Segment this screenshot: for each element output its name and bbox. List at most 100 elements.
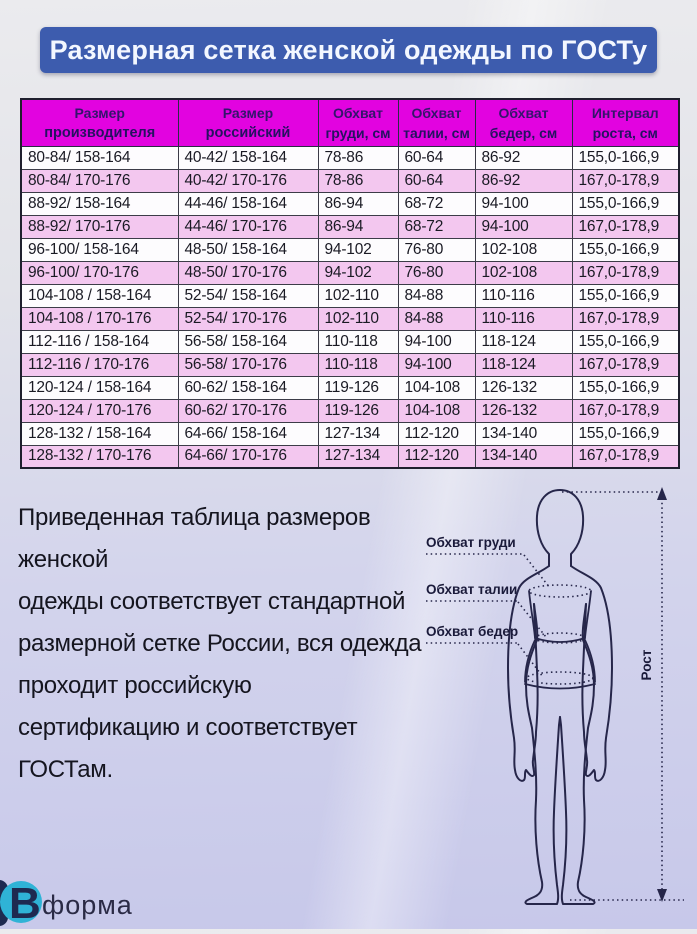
table-cell: 44-46/ 170-176 — [177, 214, 319, 239]
brand-logo: В форма — [0, 876, 230, 929]
table-cell: 155,0-166,9 — [571, 145, 680, 170]
table-cell: 88-92/ 158-164 — [20, 191, 179, 216]
table-cell: 104-108 / 158-164 — [20, 283, 179, 308]
table-cell: 64-66/ 158-164 — [177, 421, 319, 446]
table-cell: 94-100 — [474, 214, 573, 239]
hip-circumference-line — [526, 671, 594, 685]
table-cell: 80-84/ 170-176 — [20, 168, 179, 193]
table-cell: 118-124 — [474, 329, 573, 354]
figure-left-arm — [507, 565, 550, 782]
table-cell: 126-132 — [474, 375, 573, 400]
table-cell: 68-72 — [397, 214, 476, 239]
col-header-manufacturer-size: Размер производителя — [20, 98, 179, 147]
col-header-height-interval: Интервал роста, см — [571, 98, 680, 147]
table-cell: 88-92/ 170-176 — [20, 214, 179, 239]
table-cell: 128-132 / 158-164 — [20, 421, 179, 446]
table-cell: 119-126 — [317, 398, 399, 423]
table-cell: 167,0-178,9 — [571, 444, 680, 469]
table-row: 80-84/ 170-176 40-42/ 170-176 78-86 60-64 86… — [20, 168, 680, 193]
body-measurement-diagram: Обхват груди Обхват талии Обхват бедер Р… — [420, 470, 697, 929]
table-cell: 167,0-178,9 — [571, 214, 680, 239]
table-cell: 112-116 / 170-176 — [20, 352, 179, 377]
size-chart-table: Размер производителя Размер российский О… — [20, 98, 680, 469]
table-cell: 60-62/ 170-176 — [177, 398, 319, 423]
table-cell: 104-108 — [397, 398, 476, 423]
figure-garment-sides — [524, 590, 596, 690]
table-cell: 96-100/ 158-164 — [20, 237, 179, 262]
height-arrow-up — [657, 487, 667, 500]
table-cell: 40-42/ 158-164 — [177, 145, 319, 170]
table-cell: 110-118 — [317, 329, 399, 354]
table-cell: 84-88 — [397, 283, 476, 308]
table-cell: 155,0-166,9 — [571, 375, 680, 400]
title-banner: Размерная сетка женской одежды по ГОСТу — [40, 27, 657, 73]
height-measure-line — [562, 491, 684, 901]
table-row: 96-100/ 170-176 48-50/ 170-176 94-102 76-80… — [20, 260, 680, 285]
table-cell: 94-100 — [397, 329, 476, 354]
table-row: 104-108 / 158-164 52-54/ 158-164 102-110 84… — [20, 283, 680, 308]
table-cell: 127-134 — [317, 421, 399, 446]
table-cell: 48-50/ 170-176 — [177, 260, 319, 285]
figure-right-arm — [570, 565, 613, 782]
table-cell: 86-94 — [317, 191, 399, 216]
height-label: Рост — [639, 649, 654, 680]
table-cell: 76-80 — [397, 237, 476, 262]
waist-label-leader-line — [426, 600, 547, 638]
table-row: 128-132 / 158-164 64-66/ 158-164 127-134 11… — [20, 421, 680, 446]
table-row: 104-108 / 170-176 52-54/ 170-176 102-110 84… — [20, 306, 680, 331]
figure-torso-right-leg — [559, 603, 596, 905]
table-cell: 118-124 — [474, 352, 573, 377]
table-cell: 94-102 — [317, 260, 399, 285]
table-cell: 78-86 — [317, 168, 399, 193]
table-cell: 110-116 — [474, 283, 573, 308]
col-header-waist: Обхват талии, см — [397, 98, 476, 147]
table-row: 80-84/ 158-164 40-42/ 158-164 78-86 60-64 86… — [20, 145, 680, 170]
table-cell: 60-64 — [397, 168, 476, 193]
table-cell: 112-116 / 158-164 — [20, 329, 179, 354]
table-cell: 102-108 — [474, 237, 573, 262]
table-cell: 86-94 — [317, 214, 399, 239]
table-cell: 110-118 — [317, 352, 399, 377]
table-header: Размер производителя Размер российский О… — [20, 98, 680, 147]
table-cell: 84-88 — [397, 306, 476, 331]
table-cell: 128-132 / 170-176 — [20, 444, 179, 469]
waist-label: Обхват талии — [426, 582, 517, 597]
col-header-russian-size: Размер российский — [177, 98, 319, 147]
table-cell: 167,0-178,9 — [571, 260, 680, 285]
table-cell: 56-58/ 158-164 — [177, 329, 319, 354]
table-row: 88-92/ 158-164 44-46/ 158-164 86-94 68-72 94… — [20, 191, 680, 216]
chest-circumference-line — [528, 584, 592, 598]
table-cell: 86-92 — [474, 168, 573, 193]
table-row: 88-92/ 170-176 44-46/ 170-176 86-94 68-72 94… — [20, 214, 680, 239]
table-cell: 110-116 — [474, 306, 573, 331]
table-row: 112-116 / 158-164 56-58/ 158-164 110-118 94… — [20, 329, 680, 354]
table-cell: 104-108 — [397, 375, 476, 400]
table-cell: 94-100 — [397, 352, 476, 377]
table-cell: 78-86 — [317, 145, 399, 170]
table-cell: 96-100/ 170-176 — [20, 260, 179, 285]
chest-label: Обхват груди — [426, 535, 516, 550]
brand-logo-text: форма — [42, 890, 133, 920]
brand-logo-mark-icon: В — [0, 879, 42, 928]
table-cell: 134-140 — [474, 421, 573, 446]
table-cell: 86-92 — [474, 145, 573, 170]
table-cell: 40-42/ 170-176 — [177, 168, 319, 193]
table-cell: 60-62/ 158-164 — [177, 375, 319, 400]
description-text: Приведенная таблица размеров женской оде… — [18, 504, 422, 783]
table-cell: 120-124 / 158-164 — [20, 375, 179, 400]
table-cell: 167,0-178,9 — [571, 168, 680, 193]
table-cell: 60-64 — [397, 145, 476, 170]
table-cell: 155,0-166,9 — [571, 421, 680, 446]
hips-label: Обхват бедер — [426, 624, 518, 639]
table-cell: 134-140 — [474, 444, 573, 469]
table-cell: 155,0-166,9 — [571, 283, 680, 308]
table-row: 120-124 / 158-164 60-62/ 158-164 119-126 10… — [20, 375, 680, 400]
table-row: 96-100/ 158-164 48-50/ 158-164 94-102 76-80… — [20, 237, 680, 262]
hips-label-leader-line — [426, 642, 544, 678]
table-cell: 155,0-166,9 — [571, 191, 680, 216]
table-row: 112-116 / 170-176 56-58/ 170-176 110-118 94… — [20, 352, 680, 377]
table-cell: 104-108 / 170-176 — [20, 306, 179, 331]
table-cell: 167,0-178,9 — [571, 352, 680, 377]
table-cell: 167,0-178,9 — [571, 398, 680, 423]
figure-head — [535, 489, 585, 567]
